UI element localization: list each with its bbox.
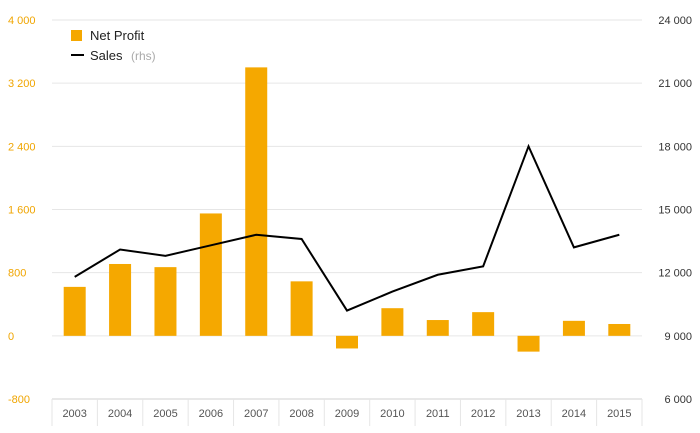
y-left-tick-label: 1 600 — [8, 205, 36, 217]
x-tick-label: 2013 — [516, 408, 540, 420]
net-profit-bar — [154, 267, 177, 336]
x-tick-label: 2004 — [108, 408, 132, 420]
legend-label-sales: Sales (rhs) — [90, 47, 156, 64]
x-tick-label: 2011 — [426, 408, 450, 420]
legend-label-sales-name: Sales — [90, 48, 123, 63]
y-left-tick-label: 0 — [8, 331, 14, 343]
net-profit-bars — [63, 67, 631, 352]
y-left-tick-label: 2 400 — [8, 141, 36, 153]
sales-line-series — [74, 143, 620, 312]
net-profit-bar — [517, 335, 540, 352]
y-right-tick-label: 15 000 — [658, 205, 692, 217]
y-right-tick-label: 12 000 — [658, 268, 692, 280]
net-profit-bar — [109, 263, 132, 336]
gridlines — [52, 19, 642, 337]
x-tick-label: 2008 — [289, 408, 313, 420]
y-right-tick-label: 24 000 — [658, 15, 692, 27]
x-tick-label: 2007 — [244, 408, 268, 420]
net-profit-bar — [608, 323, 631, 336]
legend-swatch-net-profit — [71, 30, 82, 41]
x-tick-label: 2009 — [335, 408, 359, 420]
sales-line — [74, 143, 620, 312]
x-tick-label: 2005 — [153, 408, 177, 420]
legend-label-net-profit: Net Profit — [90, 28, 145, 43]
y-right-tick-label: 6 000 — [664, 394, 692, 406]
net-profit-bar — [63, 286, 86, 336]
y-left-tick-label: -800 — [8, 394, 30, 406]
net-profit-bar — [562, 320, 585, 336]
net-profit-bar — [336, 335, 358, 349]
y-left-tick-label: 3 200 — [8, 78, 36, 90]
x-tick-label: 2003 — [62, 408, 86, 420]
y-right-tick-label: 9 000 — [664, 331, 692, 343]
x-tick-label: 2014 — [562, 408, 586, 420]
net-profit-bar — [472, 312, 495, 336]
x-tick-label: 2010 — [380, 408, 404, 420]
legend-label-sales-suffix: (rhs) — [131, 49, 156, 63]
y-right-tick-label: 18 000 — [658, 141, 692, 153]
legend: Net Profit Sales (rhs) — [71, 28, 156, 64]
net-profit-bar — [426, 320, 449, 336]
axes: -800 0 800 1 600 2 400 3 200 4 000 6 000 9 000 12… — [8, 15, 692, 426]
net-profit-bar — [245, 67, 268, 336]
net-profit-bar — [199, 213, 222, 336]
y-left-tick-label: 4 000 — [8, 15, 36, 27]
y-right-tick-label: 21 000 — [658, 78, 692, 90]
net-profit-bar — [381, 308, 404, 336]
net-profit-bar — [290, 281, 313, 336]
x-tick-label: 2015 — [607, 408, 631, 420]
y-left-tick-label: 800 — [8, 268, 26, 280]
x-tick-label: 2012 — [471, 408, 495, 420]
x-tick-label: 2006 — [199, 408, 223, 420]
